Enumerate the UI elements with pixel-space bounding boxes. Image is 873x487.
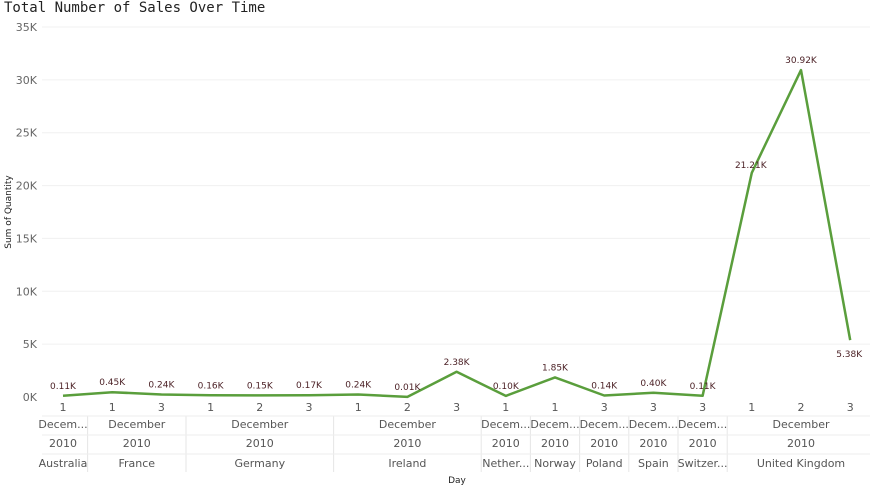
x-tick-day: 2 bbox=[798, 401, 805, 414]
x-tick-year: 2010 bbox=[541, 437, 569, 450]
x-axis-title: Day bbox=[448, 476, 466, 486]
x-tick-year: 2010 bbox=[492, 437, 520, 450]
x-tick-day: 1 bbox=[207, 401, 214, 414]
x-tick-country: United Kingdom bbox=[757, 457, 845, 470]
data-point[interactable] bbox=[504, 394, 508, 398]
y-tick-label: 5K bbox=[23, 338, 38, 351]
y-axis-title: Sum of Quantity bbox=[4, 175, 14, 249]
data-label: 0.10K bbox=[493, 382, 520, 392]
x-tick-day: 1 bbox=[60, 401, 67, 414]
x-tick-year: 2010 bbox=[49, 437, 77, 450]
data-label: 0.16K bbox=[198, 381, 225, 391]
data-label: 0.15K bbox=[247, 381, 274, 391]
x-tick-day: 3 bbox=[453, 401, 460, 414]
x-tick-country: Switzer... bbox=[678, 457, 728, 470]
data-point[interactable] bbox=[356, 392, 360, 396]
x-tick-year: 2010 bbox=[123, 437, 151, 450]
series-line bbox=[62, 68, 852, 399]
x-tick-country: Nether... bbox=[482, 457, 529, 470]
data-label: 5.38K bbox=[836, 350, 863, 360]
x-tick-day: 1 bbox=[748, 401, 755, 414]
data-label: 21.21K bbox=[735, 161, 768, 171]
x-tick-day: 3 bbox=[650, 401, 657, 414]
data-point[interactable] bbox=[455, 370, 459, 374]
x-tick-day: 1 bbox=[109, 401, 116, 414]
x-tick-month: December bbox=[108, 418, 166, 431]
data-label: 0.11K bbox=[50, 382, 77, 392]
x-tick-day: 1 bbox=[552, 401, 559, 414]
x-tick-year: 2010 bbox=[393, 437, 421, 450]
y-tick-label: 10K bbox=[16, 285, 38, 298]
data-label: 0.24K bbox=[345, 380, 372, 390]
data-label: 30.92K bbox=[785, 56, 818, 66]
x-tick-day: 3 bbox=[699, 401, 706, 414]
y-tick-label: 0K bbox=[23, 391, 38, 404]
data-label: 0.24K bbox=[148, 380, 175, 390]
data-point[interactable] bbox=[61, 394, 65, 398]
data-point[interactable] bbox=[701, 394, 705, 398]
x-tick-year: 2010 bbox=[590, 437, 618, 450]
x-axis-hierarchy: 1 1 3 1 2 3 1 2 3 1 1 3 3 3 1 2 3 Decem... 2010 Australia De… bbox=[38, 401, 870, 472]
x-tick-day: 2 bbox=[256, 401, 263, 414]
x-tick-country: Germany bbox=[235, 457, 286, 470]
chart-title: Total Number of Sales Over Time bbox=[4, 0, 266, 16]
data-point[interactable] bbox=[848, 338, 852, 342]
y-tick-label: 35K bbox=[16, 21, 38, 34]
data-label: 0.40K bbox=[640, 379, 667, 389]
data-point[interactable] bbox=[651, 391, 655, 395]
x-tick-day: 3 bbox=[158, 401, 165, 414]
data-label: 0.17K bbox=[296, 381, 323, 391]
x-tick-month: Decem... bbox=[629, 418, 678, 431]
data-label: 0.11K bbox=[690, 382, 717, 392]
data-points bbox=[61, 68, 852, 399]
x-tick-country: France bbox=[119, 457, 156, 470]
y-axis-ticks: 0K 5K 10K 15K 20K 25K 30K 35K bbox=[16, 21, 38, 404]
x-tick-day: 3 bbox=[306, 401, 313, 414]
x-tick-month: Decem... bbox=[38, 418, 87, 431]
x-tick-day: 3 bbox=[847, 401, 854, 414]
y-tick-label: 15K bbox=[16, 232, 38, 245]
x-tick-month: Decem... bbox=[580, 418, 629, 431]
data-point[interactable] bbox=[209, 393, 213, 397]
x-tick-day: 2 bbox=[404, 401, 411, 414]
data-label: 1.85K bbox=[542, 363, 569, 373]
x-tick-country: Australia bbox=[39, 457, 88, 470]
data-point[interactable] bbox=[110, 390, 114, 394]
x-tick-month: Decem... bbox=[530, 418, 579, 431]
data-labels: 0.11K 0.45K 0.24K 0.16K 0.15K 0.17K 0.24K 0.01K… bbox=[50, 56, 863, 393]
x-tick-day: 1 bbox=[502, 401, 509, 414]
x-tick-country: Poland bbox=[586, 457, 623, 470]
x-tick-year: 2010 bbox=[246, 437, 274, 450]
x-tick-country: Norway bbox=[534, 457, 576, 470]
x-tick-month: Decem... bbox=[481, 418, 530, 431]
data-label: 0.01K bbox=[394, 383, 421, 393]
data-label: 0.14K bbox=[591, 382, 618, 392]
data-point[interactable] bbox=[750, 171, 754, 175]
x-tick-country: Ireland bbox=[388, 457, 426, 470]
data-point[interactable] bbox=[159, 392, 163, 396]
data-label: 2.38K bbox=[444, 358, 471, 368]
data-point[interactable] bbox=[799, 68, 803, 72]
data-point[interactable] bbox=[405, 395, 409, 399]
x-tick-month: December bbox=[379, 418, 437, 431]
data-label: 0.45K bbox=[99, 378, 126, 388]
data-point[interactable] bbox=[553, 375, 557, 379]
y-tick-label: 30K bbox=[16, 74, 38, 87]
data-point[interactable] bbox=[258, 393, 262, 397]
x-tick-month: Decem... bbox=[678, 418, 727, 431]
x-tick-country: Spain bbox=[638, 457, 669, 470]
x-tick-month: December bbox=[772, 418, 830, 431]
x-tick-day: 1 bbox=[355, 401, 362, 414]
x-tick-year: 2010 bbox=[787, 437, 815, 450]
x-tick-year: 2010 bbox=[639, 437, 667, 450]
x-tick-month: December bbox=[231, 418, 289, 431]
y-tick-label: 25K bbox=[16, 127, 38, 140]
x-tick-day: 3 bbox=[601, 401, 608, 414]
x-tick-year: 2010 bbox=[689, 437, 717, 450]
data-point[interactable] bbox=[307, 393, 311, 397]
data-point[interactable] bbox=[602, 394, 606, 398]
gridlines bbox=[42, 26, 870, 345]
y-tick-label: 20K bbox=[16, 180, 38, 193]
